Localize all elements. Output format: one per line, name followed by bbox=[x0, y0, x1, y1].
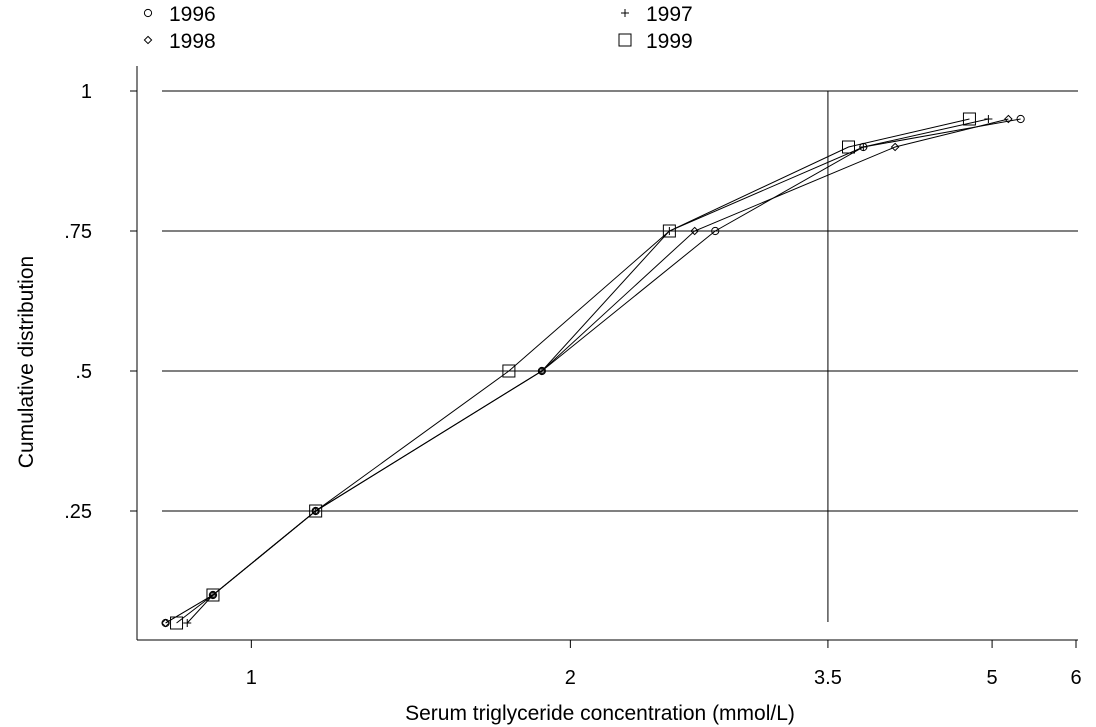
series-line bbox=[176, 118, 970, 624]
legend-marker-square bbox=[618, 33, 632, 47]
data-point-diamond bbox=[890, 142, 900, 152]
x-tick-label: 3.5 bbox=[814, 667, 842, 689]
legend-item: 1997 bbox=[621, 3, 693, 26]
data-point-square bbox=[841, 140, 855, 154]
y-tick-label: .25 bbox=[64, 501, 92, 523]
series-1999 bbox=[170, 112, 976, 630]
data-point-diamond bbox=[1004, 114, 1013, 124]
data-point-plus bbox=[183, 619, 192, 627]
data-point-diamond bbox=[161, 618, 170, 628]
y-tick-label: .75 bbox=[64, 221, 92, 243]
legend-marker-diamond bbox=[143, 35, 153, 45]
y-tick-label: .5 bbox=[75, 361, 92, 383]
data-point-circle bbox=[1016, 114, 1025, 124]
data-point-square bbox=[206, 588, 220, 602]
legend-label: 1997 bbox=[646, 3, 693, 26]
data-point-square bbox=[309, 504, 323, 518]
legend: 1996 1997 1998 1999 bbox=[143, 3, 693, 53]
data-point-circle bbox=[711, 226, 720, 236]
data-point-plus bbox=[984, 115, 993, 123]
data-point-plus bbox=[859, 143, 868, 151]
data-point-diamond bbox=[690, 226, 699, 236]
x-tick-label: 1 bbox=[246, 667, 257, 689]
x-axis-title: Serum triglyceride concentration (mmol/L… bbox=[405, 702, 795, 725]
y-axis-title: Cumulative distribution bbox=[15, 256, 38, 468]
data-point-diamond bbox=[537, 366, 547, 376]
data-point-square bbox=[962, 112, 976, 126]
data-point-diamond bbox=[208, 590, 218, 600]
legend-marker-circle bbox=[143, 8, 153, 18]
legend-item: 1996 bbox=[143, 3, 216, 26]
x-tick-label: 5 bbox=[987, 667, 998, 689]
data-point-square bbox=[502, 364, 516, 378]
legend-item: 1999 bbox=[618, 30, 693, 53]
legend-label: 1996 bbox=[169, 3, 216, 26]
data-point-square bbox=[662, 224, 676, 238]
legend-item: 1998 bbox=[143, 30, 216, 53]
series-group bbox=[161, 112, 1025, 630]
legend-marker-plus bbox=[621, 9, 629, 17]
legend-label: 1998 bbox=[169, 30, 216, 53]
legend-label: 1999 bbox=[646, 30, 693, 53]
y-tick-label: 1 bbox=[81, 81, 92, 103]
data-point-circle bbox=[161, 618, 170, 628]
axes: .25 .5 .75 1 1 2 3.5 5 6 bbox=[64, 66, 1082, 689]
x-tick-label: 6 bbox=[1070, 667, 1081, 689]
data-point-square bbox=[170, 616, 184, 630]
grid bbox=[162, 90, 1078, 622]
x-tick-label: 2 bbox=[565, 667, 576, 689]
